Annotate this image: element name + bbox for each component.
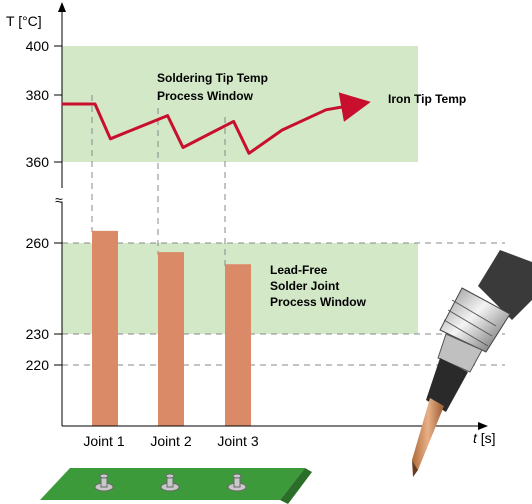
soldering-iron-illustration — [412, 250, 532, 477]
x-tick-label: Joint 3 — [217, 433, 258, 449]
axes — [54, 12, 480, 427]
tip-window-label: Process Window — [157, 89, 254, 103]
y-tick-label: 230 — [26, 326, 50, 342]
circuit-board-illustration — [40, 468, 312, 504]
x-tick-label: Joint 2 — [150, 433, 191, 449]
y-tick-label: 400 — [26, 38, 50, 54]
x-axis-title: t [s] — [473, 430, 496, 446]
bars — [92, 230, 251, 426]
x-axis-unit: [s] — [477, 430, 496, 446]
tip-window-label: Soldering Tip Temp — [157, 71, 268, 85]
x-axis-arrow-icon — [478, 422, 488, 430]
joint-window-label: Process Window — [270, 295, 367, 309]
x-axis-variable: t — [473, 430, 478, 446]
gridlines — [62, 95, 505, 366]
y-tick-label: 260 — [26, 235, 50, 251]
x-tick-label: Joint 1 — [83, 433, 124, 449]
tip-process-window — [62, 46, 418, 162]
joint-window-label: Solder Joint — [270, 279, 339, 293]
bar — [225, 264, 251, 426]
series-label-iron-tip: Iron Tip Temp — [388, 92, 466, 106]
series-line-iron-tip — [62, 92, 371, 155]
y-axis-arrow-icon — [58, 2, 66, 12]
bar — [158, 252, 184, 426]
bar — [92, 230, 118, 426]
axis-break-icon: ≈ — [55, 192, 63, 208]
y-tick-label: 380 — [26, 87, 50, 103]
y-tick-label: 360 — [26, 154, 50, 170]
joint-window-label: Lead-Free — [270, 263, 328, 277]
y-axis-title: T [°C] — [6, 13, 42, 29]
y-tick-label: 220 — [26, 357, 50, 373]
